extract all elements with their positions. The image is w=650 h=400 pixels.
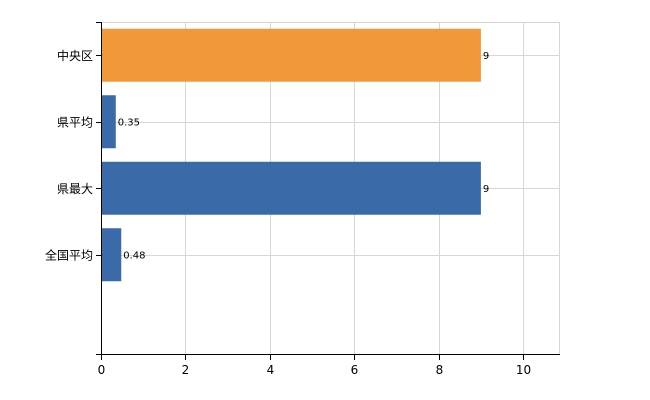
y-tick-label: 県平均 bbox=[57, 115, 93, 129]
axes-layer bbox=[101, 22, 560, 355]
data-label: 0.35 bbox=[118, 117, 140, 128]
x-tick-label: 6 bbox=[351, 363, 359, 377]
data-label: 9 bbox=[483, 51, 489, 62]
labels-layer: 9 中央区 0.35 県平均 9 県最大 0.48 全国平均 0 2 4 6 8 10 bbox=[45, 48, 531, 377]
bar bbox=[101, 161, 481, 215]
y-tick-label: 県最大 bbox=[57, 182, 93, 196]
x-tick-label: 8 bbox=[436, 363, 444, 377]
y-tick-label: 全国平均 bbox=[45, 247, 93, 262]
y-tick-label: 中央区 bbox=[57, 48, 93, 63]
x-tick-label: 10 bbox=[516, 363, 531, 377]
data-label: 0.48 bbox=[123, 250, 145, 261]
bar bbox=[101, 95, 116, 149]
ticks-layer bbox=[96, 22, 524, 360]
data-label: 9 bbox=[483, 184, 489, 195]
bar bbox=[101, 28, 481, 82]
bar bbox=[101, 228, 122, 282]
bars-layer bbox=[101, 28, 481, 282]
x-tick-label: 0 bbox=[98, 363, 106, 377]
x-tick-label: 2 bbox=[182, 363, 190, 377]
x-tick-label: 4 bbox=[267, 363, 275, 377]
